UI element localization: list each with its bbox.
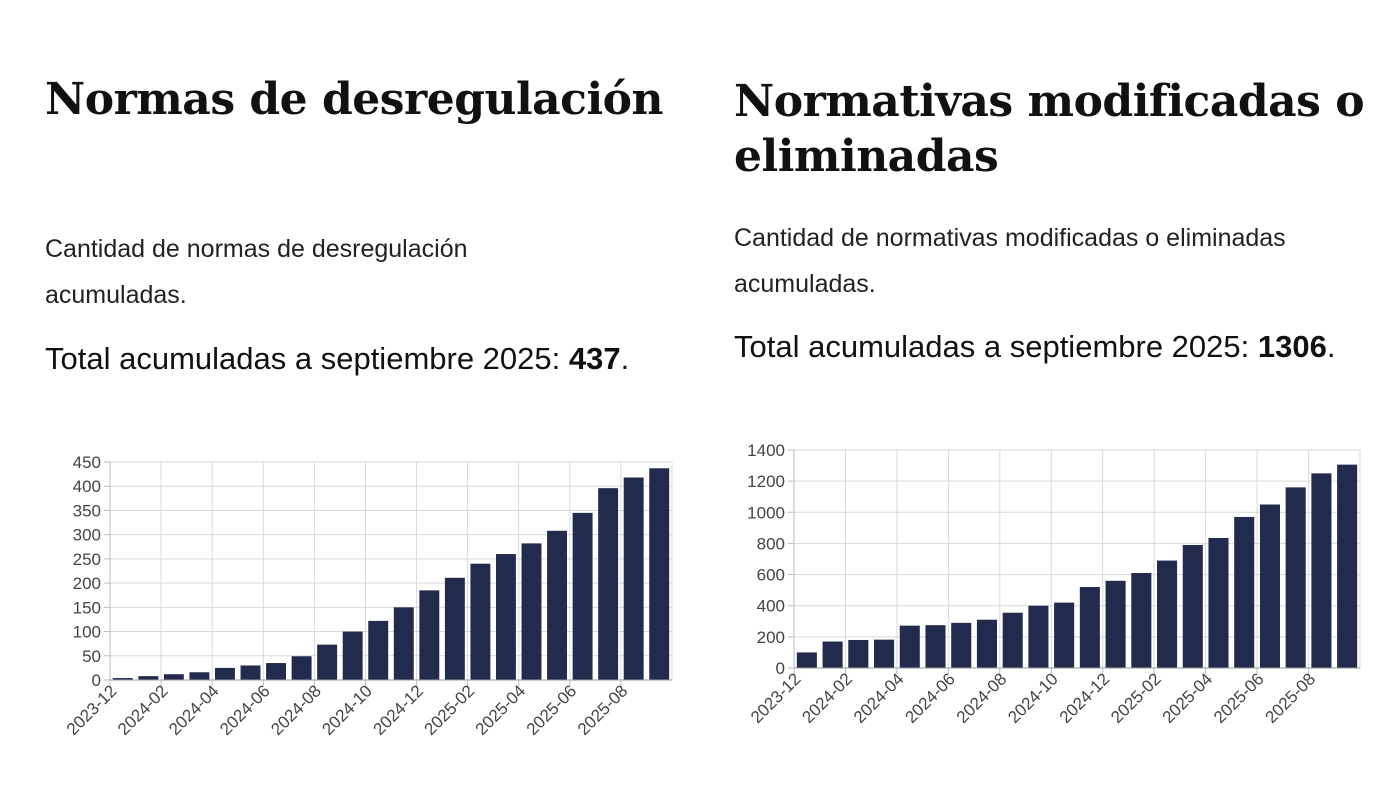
bar bbox=[572, 512, 593, 680]
bar bbox=[393, 607, 414, 680]
total-suffix: . bbox=[1326, 329, 1336, 364]
bar bbox=[848, 639, 869, 668]
bar bbox=[266, 663, 287, 680]
y-tick-label: 0 bbox=[92, 671, 101, 690]
bar bbox=[1311, 473, 1332, 668]
bar bbox=[874, 639, 895, 668]
bar bbox=[521, 543, 542, 680]
bar-chart-desregulacion: 0501001502002503003504004502023-122024-0… bbox=[63, 453, 673, 739]
total-text: Total acumuladas a septiembre 2025: 1306… bbox=[734, 323, 1384, 371]
x-tick-label: 2025-04 bbox=[472, 681, 530, 739]
bar bbox=[342, 631, 363, 680]
y-tick-label: 250 bbox=[73, 550, 101, 569]
x-tick-label: 2024-10 bbox=[318, 681, 376, 739]
y-tick-label: 1200 bbox=[747, 472, 785, 491]
bar bbox=[1002, 612, 1023, 668]
y-tick-label: 0 bbox=[776, 659, 785, 678]
y-tick-label: 600 bbox=[757, 566, 785, 585]
x-tick-label: 2025-02 bbox=[421, 681, 479, 739]
bar bbox=[1079, 587, 1100, 668]
x-tick-label: 2025-08 bbox=[1262, 669, 1320, 727]
y-tick-label: 1000 bbox=[747, 503, 785, 522]
bar bbox=[1028, 605, 1049, 668]
y-tick-label: 200 bbox=[73, 574, 101, 593]
bar bbox=[419, 590, 440, 680]
bar bbox=[976, 619, 997, 668]
bar bbox=[163, 674, 184, 680]
y-tick-label: 800 bbox=[757, 534, 785, 553]
x-tick-label: 2024-04 bbox=[165, 681, 223, 739]
bar bbox=[547, 530, 568, 680]
x-tick-label: 2024-08 bbox=[267, 681, 325, 739]
y-tick-label: 1400 bbox=[747, 441, 785, 460]
x-tick-label: 2024-10 bbox=[1004, 669, 1062, 727]
bar bbox=[623, 477, 644, 680]
y-tick-label: 100 bbox=[73, 623, 101, 642]
y-tick-label: 350 bbox=[73, 501, 101, 520]
bar bbox=[649, 468, 670, 680]
x-tick-label: 2025-06 bbox=[523, 681, 581, 739]
x-tick-label: 2024-06 bbox=[216, 681, 274, 739]
total-prefix: Total acumuladas a septiembre 2025: bbox=[734, 329, 1250, 364]
bar bbox=[1234, 516, 1255, 668]
bar bbox=[1285, 487, 1306, 668]
y-tick-label: 400 bbox=[757, 597, 785, 616]
bar bbox=[822, 641, 843, 668]
bar bbox=[951, 622, 972, 668]
x-tick-label: 2025-06 bbox=[1210, 669, 1268, 727]
x-tick-label: 2024-02 bbox=[114, 681, 172, 739]
x-tick-label: 2025-02 bbox=[1107, 669, 1165, 727]
bar bbox=[1131, 573, 1152, 668]
chart-subtitle: Cantidad de normativas modificadas o eli… bbox=[734, 224, 1286, 298]
bar bbox=[1337, 464, 1358, 668]
y-tick-label: 300 bbox=[73, 526, 101, 545]
x-tick-label: 2024-12 bbox=[369, 681, 427, 739]
y-tick-label: 150 bbox=[73, 598, 101, 617]
x-tick-label: 2025-04 bbox=[1159, 669, 1217, 727]
bar bbox=[112, 678, 133, 680]
y-tick-label: 450 bbox=[73, 453, 101, 472]
bar bbox=[368, 620, 389, 680]
x-tick-label: 2024-08 bbox=[953, 669, 1011, 727]
total-prefix: Total acumuladas a septiembre 2025: bbox=[45, 341, 561, 376]
bar bbox=[1208, 537, 1229, 668]
bar-chart-normativas: 02004006008001000120014002023-122024-022… bbox=[747, 441, 1361, 727]
x-tick-label: 2023-12 bbox=[747, 669, 805, 727]
bar bbox=[495, 554, 516, 680]
bar bbox=[317, 644, 338, 680]
total-value: 1306 bbox=[1257, 329, 1327, 364]
bar bbox=[899, 625, 920, 668]
x-tick-label: 2024-12 bbox=[1056, 669, 1114, 727]
bar bbox=[1105, 580, 1126, 668]
bar bbox=[291, 656, 312, 680]
x-tick-label: 2024-06 bbox=[901, 669, 959, 727]
bar bbox=[470, 563, 491, 680]
bar bbox=[214, 667, 235, 680]
bar bbox=[1157, 560, 1178, 668]
x-tick-label: 2025-08 bbox=[574, 681, 632, 739]
bar bbox=[189, 672, 210, 680]
bar bbox=[1259, 504, 1280, 668]
bar bbox=[240, 665, 261, 680]
x-tick-label: 2023-12 bbox=[63, 681, 121, 739]
bar bbox=[1182, 544, 1203, 668]
total-text: Total acumuladas a septiembre 2025: 437. bbox=[45, 335, 685, 383]
bar bbox=[138, 676, 159, 680]
chart-title: Normas de desregulación bbox=[45, 74, 664, 125]
bar bbox=[1054, 602, 1075, 668]
total-suffix: . bbox=[620, 341, 630, 376]
bar bbox=[925, 625, 946, 668]
y-tick-label: 50 bbox=[82, 647, 101, 666]
bar bbox=[796, 652, 817, 668]
x-tick-label: 2024-04 bbox=[850, 669, 908, 727]
x-tick-label: 2024-02 bbox=[798, 669, 856, 727]
total-value: 437 bbox=[568, 341, 621, 376]
chart-title: Normativas modificadas o eliminadas bbox=[734, 76, 1365, 182]
chart-subtitle: Cantidad de normas de desregulación acum… bbox=[45, 235, 468, 309]
bar bbox=[598, 488, 619, 680]
y-tick-label: 200 bbox=[757, 628, 785, 647]
y-tick-label: 400 bbox=[73, 477, 101, 496]
bar bbox=[444, 577, 465, 680]
